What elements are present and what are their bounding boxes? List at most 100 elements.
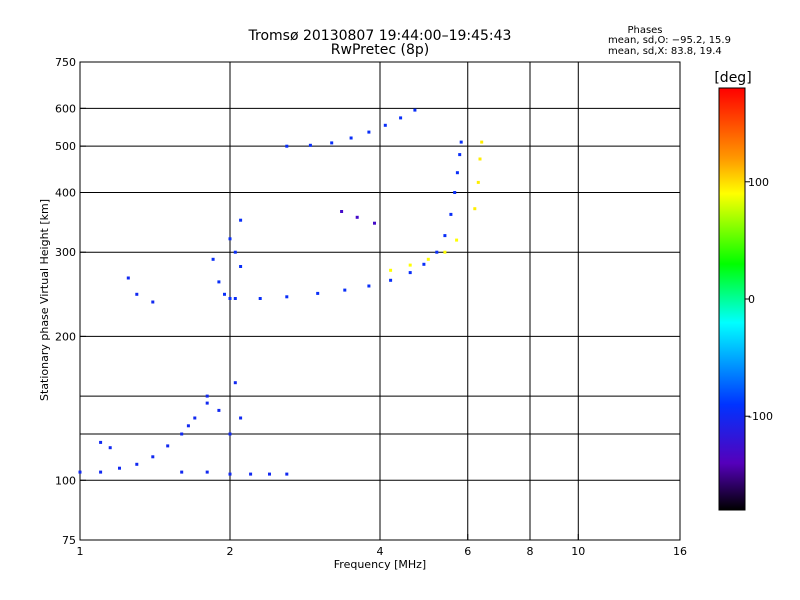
echo-point [135,462,139,466]
echo-point [459,140,463,144]
y-tick-label: 400 [55,186,76,199]
echo-point [205,470,209,474]
echo-point [258,297,262,300]
echo-point [78,470,82,474]
echo-point [316,291,320,295]
echo-point [233,381,237,385]
echo-point [285,472,289,476]
echo-point [239,265,243,268]
x-tick-label: 4 [377,545,384,558]
y-tick-label: 750 [55,56,76,69]
echo-point [367,130,371,134]
echo-point [435,250,439,254]
echo-point [455,238,459,242]
y-tick-label: 100 [55,474,76,487]
phase-stats-x: mean, sd,X: 83.8, 19.4 [608,46,722,57]
colorbar-tick-label: 0 [748,293,755,306]
y-tick-label: 600 [55,102,76,115]
y-tick-label: 75 [62,534,76,547]
grid-lines [80,62,680,540]
echo-point [211,257,215,261]
chart-subtitle: RwPretec (8p) [331,42,429,58]
y-tick-label: 500 [55,140,76,153]
phase-stats-heading: Phases [627,25,662,36]
echo-point [223,292,226,296]
echo-point [285,144,289,148]
echo-point [455,171,459,175]
echo-point [228,432,232,436]
echo-point [108,446,112,450]
echo-point [443,250,447,254]
echo-points [78,108,484,476]
phase-stats-o: mean, sd,O: −95.2, 15.9 [608,35,731,46]
echo-point [268,472,271,476]
echo-point [217,408,221,412]
echo-point [151,455,155,459]
echo-point [426,257,430,261]
axis-ticks: 1 2 4 6 8 10 16 75 100 200 300 400 500 600 750 [55,56,687,558]
echo-point [413,108,417,112]
echo-point [343,288,347,292]
echo-point [205,401,209,405]
echo-point [383,123,387,127]
echo-point [99,470,103,474]
echo-point [193,416,197,420]
echo-point [373,221,376,225]
x-tick-label: 16 [673,545,687,558]
echo-point [239,218,243,222]
echo-point [151,300,155,304]
echo-point [422,262,426,266]
echo-point [228,297,232,300]
echo-point [408,263,412,267]
x-tick-label: 2 [227,545,234,558]
x-tick-label: 10 [571,545,585,558]
echo-point [228,237,232,241]
y-tick-label: 300 [55,246,76,259]
colorbar-tick-label: 100 [748,176,769,189]
echo-point [180,432,184,436]
echo-point [217,280,221,284]
echo-point [480,140,484,144]
x-tick-label: 1 [77,545,84,558]
echo-point [389,268,393,272]
echo-point [473,207,477,211]
colorbar-label: [deg] [714,70,751,86]
x-tick-label: 6 [464,545,471,558]
echo-point [330,141,334,145]
echo-point [389,278,393,282]
echo-point [478,157,482,161]
echo-point [308,143,312,147]
echo-point [135,292,139,296]
echo-point [166,444,170,448]
echo-point [233,297,237,300]
echo-point [249,472,253,476]
x-axis-label: Frequency [MHz] [334,558,426,571]
echo-point [99,440,103,444]
echo-point [126,276,130,280]
echo-point [233,250,237,254]
echo-point [340,210,344,213]
echo-point [443,234,447,238]
echo-point [476,180,480,184]
echo-point [408,271,412,275]
colorbar-ticks: 100 0 -100 [745,176,773,423]
echo-point [285,295,289,299]
echo-point [399,116,403,120]
echo-point [228,472,232,476]
echo-point [118,466,121,470]
echo-point [458,153,462,157]
echo-point [449,212,453,216]
x-tick-label: 8 [527,545,534,558]
colorbar-tick-label: -100 [748,410,773,423]
echo-point [239,416,243,420]
echo-point [186,424,190,428]
echo-point [355,215,359,219]
echo-point [349,136,353,140]
echo-point [367,284,371,288]
y-axis-label: Stationary phase Virtual Height [km] [38,199,51,401]
colorbar [718,87,746,511]
y-tick-label: 200 [55,330,76,343]
chart-title: Tromsø 20130807 19:44:00–19:45:43 [248,28,512,44]
echo-point [453,191,457,194]
